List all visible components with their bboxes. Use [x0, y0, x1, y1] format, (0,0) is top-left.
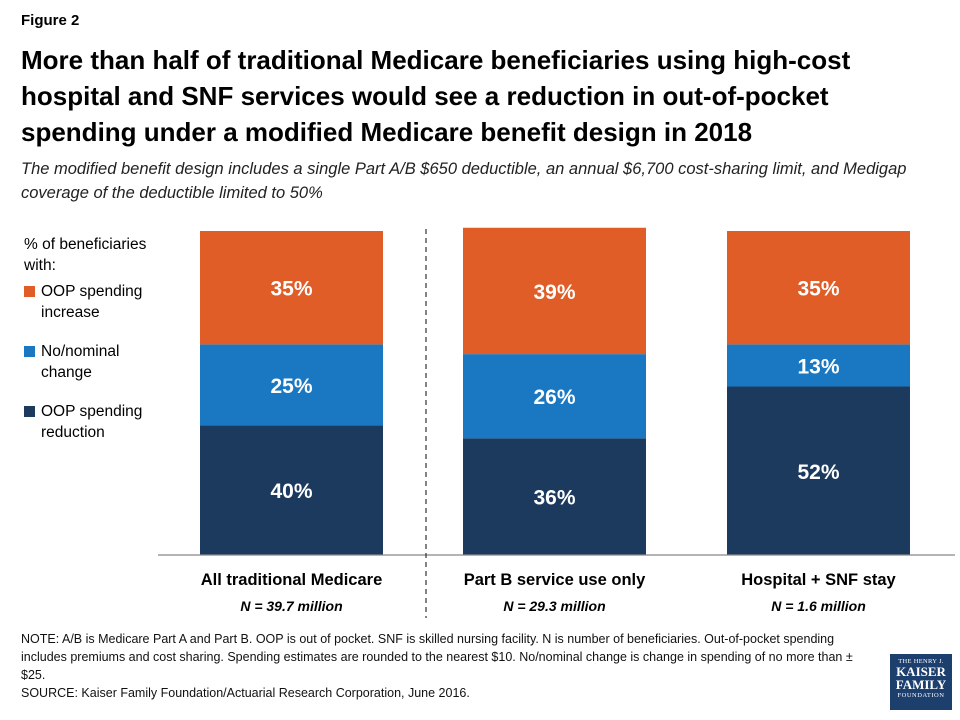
category-label: All traditional Medicare [201, 571, 383, 589]
chart-title: More than half of traditional Medicare b… [21, 45, 851, 147]
bar-segment [200, 425, 383, 555]
category-label: Part B service use only [464, 571, 646, 589]
legend-swatch-no-change [24, 346, 35, 357]
logo-line-3: FAMILY [895, 677, 947, 692]
logo-line-2: KAISER [896, 664, 946, 679]
legend-swatch-increase [24, 286, 35, 297]
footnote: NOTE: A/B is Medicare Part A and Part B.… [21, 630, 871, 702]
kff-logo: THE HENRY J. KAISER FAMILY FOUNDATION [890, 654, 952, 710]
bar-segment [200, 344, 383, 426]
legend-swatch-reduction [24, 406, 35, 417]
bar-value-label: 39% [533, 281, 575, 304]
category-label: Hospital + SNF stay [741, 571, 896, 589]
bar-value-label: 13% [797, 355, 839, 378]
bar-segment [727, 231, 910, 345]
chart-subtitle: The modified benefit design includes a s… [21, 160, 907, 202]
note-text: NOTE: A/B is Medicare Part A and Part B.… [21, 632, 853, 682]
bar-value-label: 35% [270, 278, 312, 301]
bar-value-label: 26% [533, 386, 575, 409]
bar-segment [200, 231, 383, 345]
bar-value-label: 52% [797, 461, 839, 484]
legend-label-increase: OOP spending increase [41, 283, 143, 321]
legend-title: % of beneficiaries with: [24, 236, 147, 274]
source-text: SOURCE: Kaiser Family Foundation/Actuari… [21, 686, 470, 700]
category-sublabel: N = 1.6 million [771, 598, 866, 614]
category-sublabel: N = 29.3 million [503, 598, 605, 614]
bar-segment [463, 227, 646, 355]
bar-segment [463, 438, 646, 555]
legend-label-reduction: OOP spending reduction [41, 403, 143, 441]
legend: % of beneficiaries with: OOP spending in… [24, 234, 164, 441]
bar-value-label: 25% [270, 375, 312, 398]
legend-label-no-change: No/nominal change [41, 343, 120, 381]
bar-segment [727, 386, 910, 555]
logo-line-1: THE HENRY J. [898, 658, 944, 665]
bar-value-label: 40% [270, 480, 312, 503]
figure-label: Figure 2 [21, 12, 80, 29]
stacked-bar-chart: 40% 25% 35% All traditional Medicare N = 39.… [158, 227, 955, 618]
logo-line-4: FOUNDATION [897, 692, 945, 699]
bar-value-label: 35% [797, 278, 839, 301]
bar-value-label: 36% [533, 487, 575, 510]
bar-segment [463, 354, 646, 439]
bar-segment [727, 344, 910, 387]
category-sublabel: N = 39.7 million [240, 598, 342, 614]
